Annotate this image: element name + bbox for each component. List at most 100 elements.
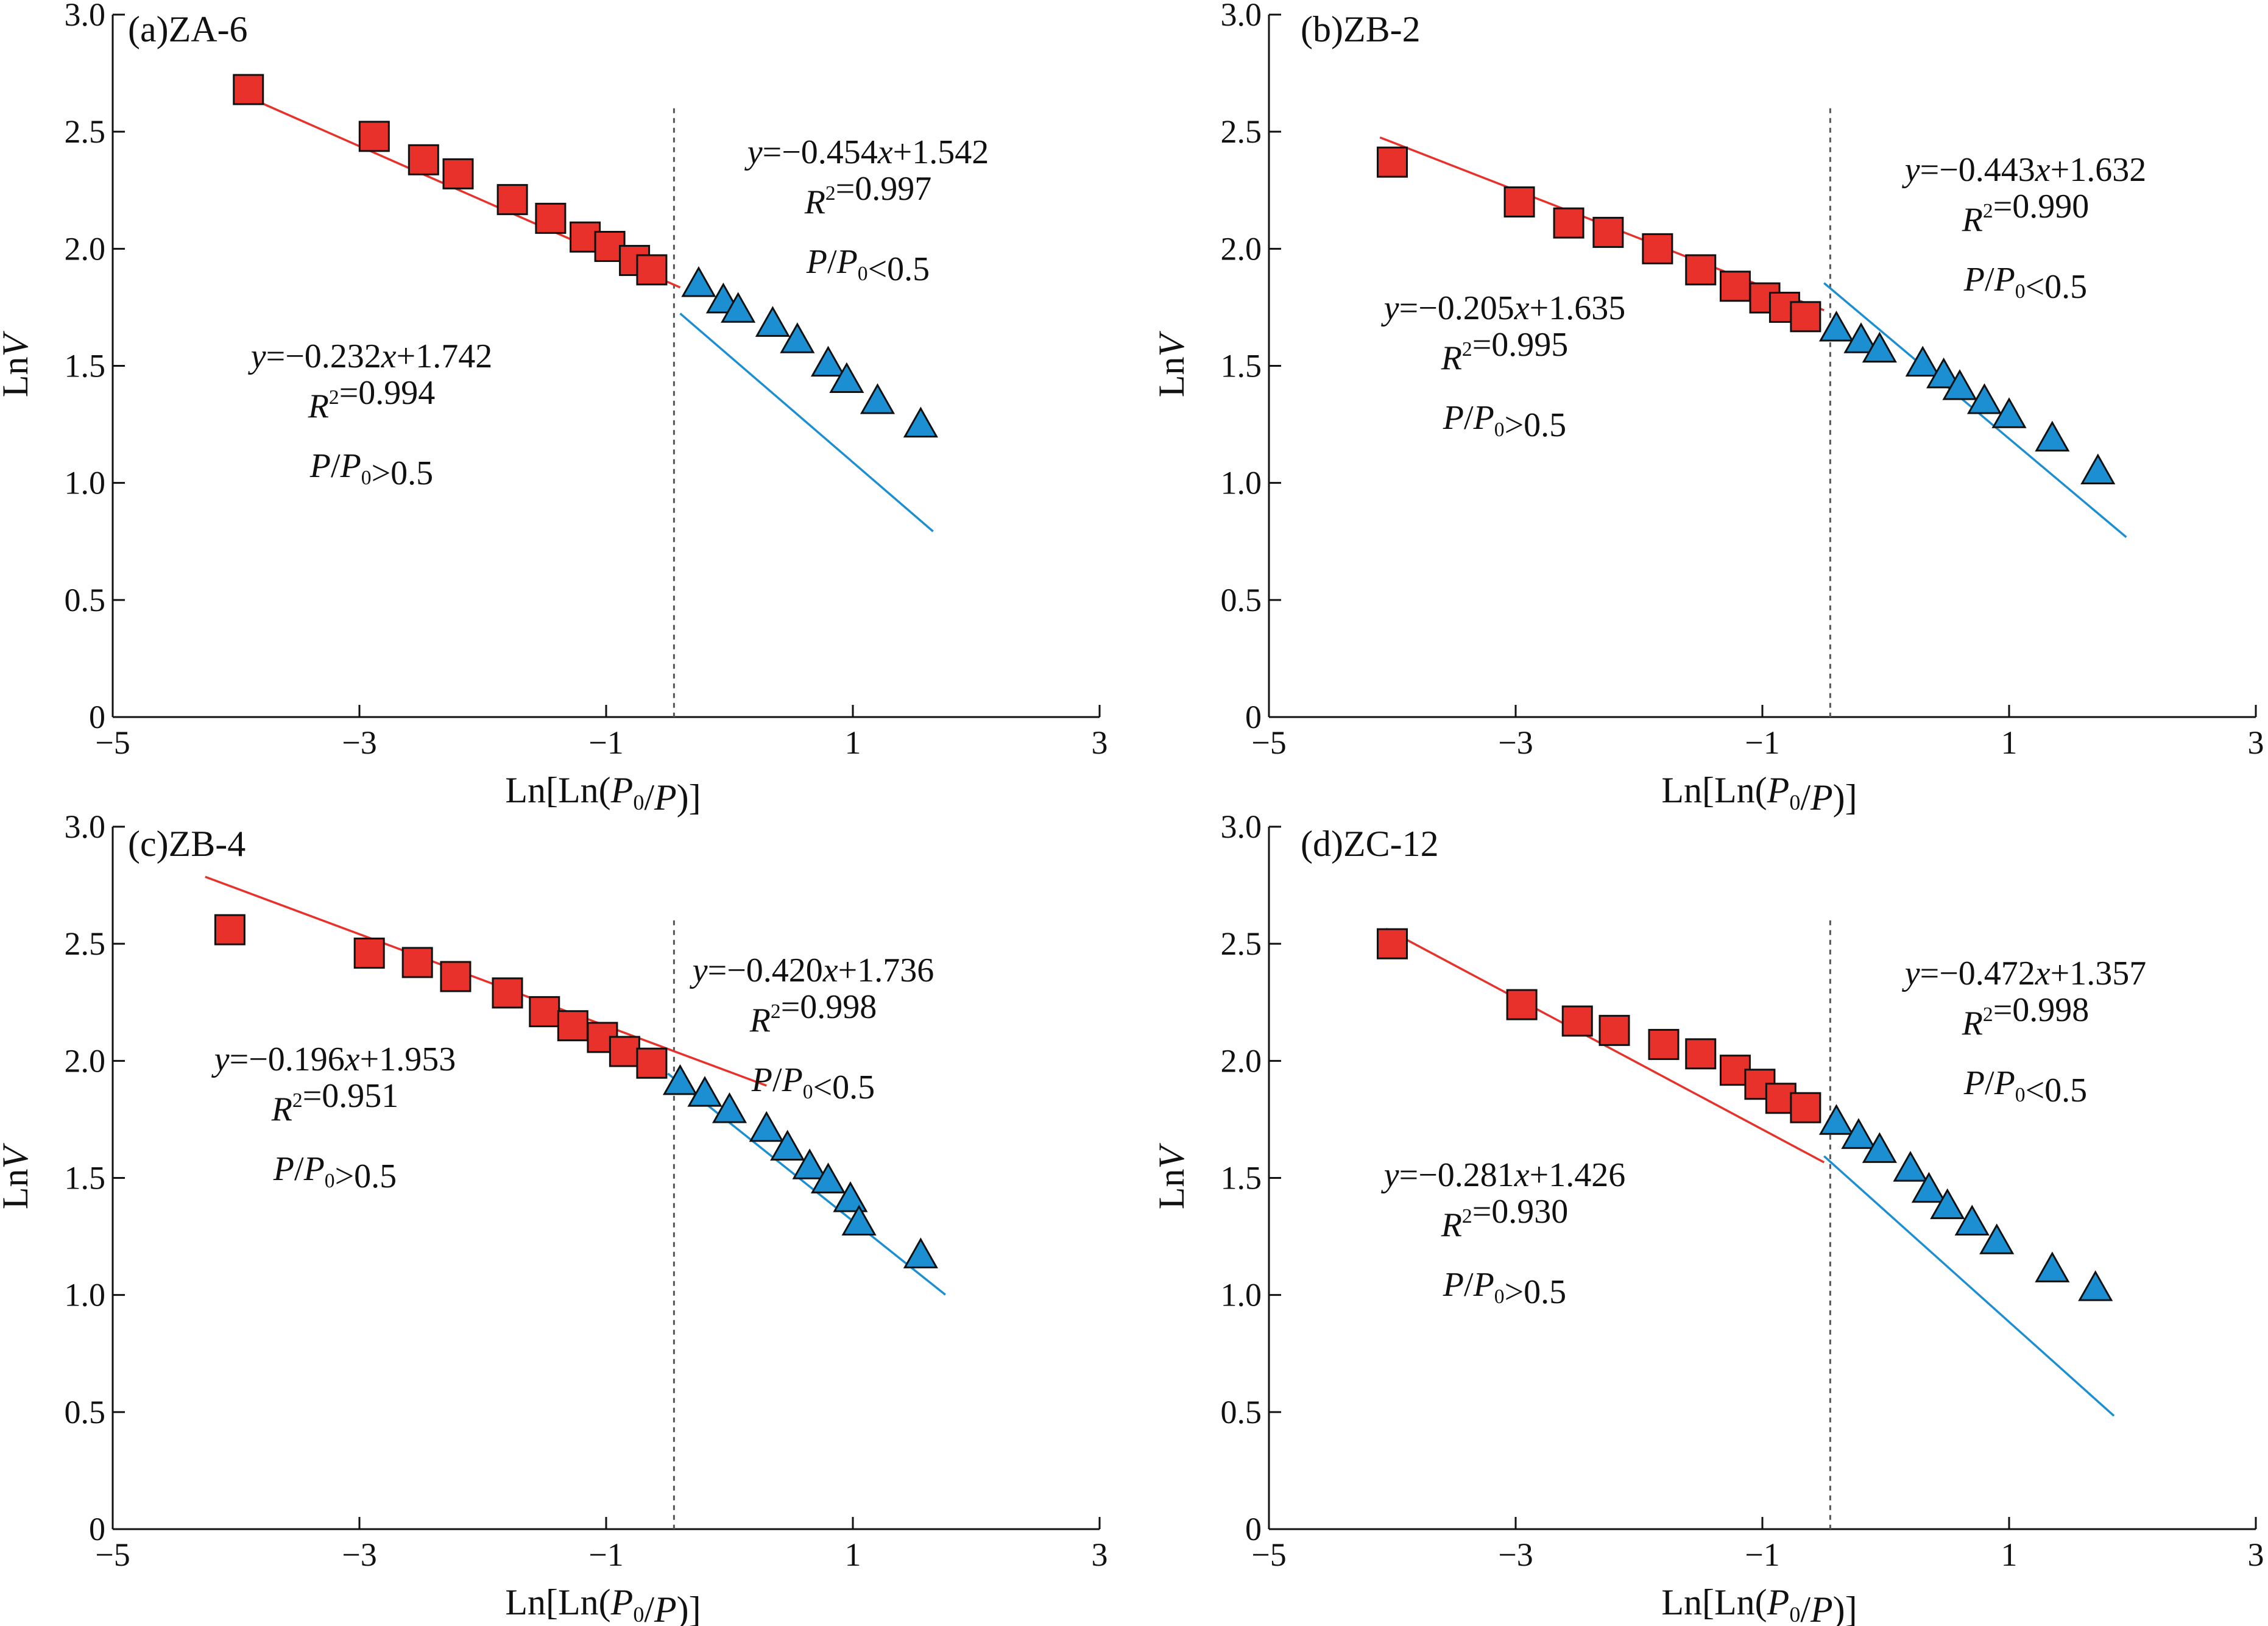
triangle-point — [2035, 420, 2070, 452]
y-tick-label: 2.5 — [1221, 925, 1262, 962]
triangle-point — [829, 362, 864, 394]
triangle-point — [2078, 1270, 2113, 1301]
y-tick-label: 3.0 — [65, 0, 106, 33]
red-fit-condition: P/P0>0.5 — [273, 1150, 397, 1195]
triangle-point — [721, 292, 756, 323]
triangle-point — [2035, 1251, 2070, 1282]
chart-panel-1: −5 −3 −1 1 3 0 0.5 1.0 1.5 2.0 2.5 3.0 Ln[Ln(P0/P)] L… — [1151, 0, 2264, 818]
blue-fit-equation: y=−0.443x+1.632 — [1902, 151, 2146, 189]
square-point — [1719, 270, 1751, 302]
red-fit-condition: P/P0>0.5 — [1443, 399, 1566, 444]
x-axis-title: Ln[Ln(P0/P)] — [1661, 1582, 1857, 1626]
y-axis-title: LnV — [0, 1143, 35, 1210]
square-point — [1648, 1028, 1680, 1060]
red-fit-r2: R2=0.930 — [1441, 1193, 1569, 1244]
square-point — [1642, 233, 1673, 264]
triangle-point — [1862, 1132, 1897, 1163]
y-tick-label: 1.0 — [65, 465, 106, 501]
chart-panel-3: −5 −3 −1 1 3 0 0.5 1.0 1.5 2.0 2.5 3.0 Ln[Ln(P0/P)] L… — [1151, 808, 2264, 1626]
square-point — [401, 947, 433, 978]
panel-label: (d)ZC-12 — [1301, 824, 1439, 864]
y-tick-label: 2.0 — [1221, 230, 1262, 267]
x-tick-label: 1 — [2001, 724, 2018, 761]
x-tick-label: −5 — [1251, 724, 1286, 761]
y-tick-label: 1.0 — [1221, 465, 1262, 501]
y-tick-label: 0.5 — [65, 1394, 106, 1430]
square-point — [1506, 989, 1538, 1020]
x-tick-label: −5 — [95, 724, 130, 761]
x-axis-title: Ln[Ln(P0/P)] — [505, 1582, 701, 1626]
red-fit-equation: y=−0.196x+1.953 — [211, 1041, 456, 1078]
blue-fit-condition: P/P0<0.5 — [806, 243, 930, 288]
triangle-point — [780, 322, 815, 353]
y-tick-label: 0 — [89, 699, 105, 735]
fit-line-blue — [667, 1072, 946, 1296]
blue-fit-condition: P/P0<0.5 — [1963, 261, 2087, 306]
y-tick-label: 0 — [1245, 1511, 1262, 1547]
triangle-point — [1954, 1204, 1990, 1236]
x-tick-label: 3 — [1092, 1536, 1108, 1573]
blue-fit-condition: P/P0<0.5 — [751, 1061, 875, 1106]
triangle-point — [810, 345, 846, 377]
y-tick-label: 2.0 — [1221, 1042, 1262, 1079]
x-tick-label: −3 — [1498, 1536, 1533, 1573]
x-tick-label: −3 — [342, 1536, 376, 1573]
square-point — [1599, 1014, 1630, 1046]
y-tick-label: 0.5 — [1221, 582, 1262, 618]
x-tick-label: −1 — [588, 724, 623, 761]
triangle-point — [1991, 397, 2027, 428]
triangle-point — [1818, 310, 1854, 342]
square-point — [496, 184, 528, 216]
square-point — [233, 74, 264, 105]
red-fit-equation: y=−0.205x+1.635 — [1381, 289, 1625, 327]
triangle-point — [687, 1076, 722, 1107]
y-axis-title: LnV — [0, 331, 35, 398]
y-axis-title: LnV — [1151, 331, 1192, 398]
chart-panel-2: −5 −3 −1 1 3 0 0.5 1.0 1.5 2.0 2.5 3.0 Ln[Ln(P0/P)] L… — [0, 808, 1108, 1626]
y-tick-label: 3.0 — [1221, 0, 1262, 33]
triangle-point — [1818, 1104, 1854, 1135]
y-tick-label: 1.5 — [1221, 1160, 1262, 1197]
square-point — [1790, 1092, 1821, 1123]
blue-fit-r2: R2=0.997 — [804, 170, 932, 221]
red-fit-condition: P/P0>0.5 — [309, 447, 433, 492]
x-tick-label: 1 — [2001, 1536, 2018, 1573]
triangle-point — [681, 266, 716, 297]
red-fit-r2: R2=0.951 — [271, 1077, 399, 1128]
y-tick-label: 0 — [89, 1511, 105, 1547]
y-tick-label: 1.5 — [65, 1160, 106, 1197]
triangle-point — [1930, 1188, 1965, 1220]
square-point — [557, 1010, 588, 1042]
square-point — [535, 202, 567, 234]
square-point — [440, 961, 472, 992]
red-fit-r2: R2=0.994 — [308, 374, 436, 425]
red-fit-r2: R2=0.995 — [1441, 326, 1569, 377]
y-tick-label: 0.5 — [1221, 1394, 1262, 1430]
triangle-point — [1905, 345, 1940, 377]
y-tick-label: 3.0 — [65, 808, 106, 845]
triangle-point — [712, 1092, 747, 1123]
triangle-point — [903, 406, 938, 438]
square-point — [1790, 301, 1821, 333]
square-point — [529, 996, 560, 1028]
square-point — [408, 144, 439, 175]
square-point — [636, 254, 668, 286]
x-tick-label: 3 — [2248, 1536, 2264, 1573]
triangle-point — [903, 1237, 938, 1268]
y-tick-label: 2.0 — [65, 1042, 106, 1079]
blue-fit-equation: y=−0.420x+1.736 — [690, 952, 934, 989]
triangle-point — [810, 1162, 846, 1193]
fit-line-blue — [1823, 1155, 2115, 1417]
x-axis-title: Ln[Ln(P0/P)] — [1661, 770, 1857, 818]
x-tick-label: 1 — [845, 724, 861, 761]
y-tick-label: 1.5 — [65, 348, 106, 384]
x-tick-label: −1 — [1745, 724, 1779, 761]
y-tick-label: 2.0 — [65, 230, 106, 267]
square-point — [636, 1047, 668, 1079]
triangle-point — [662, 1064, 698, 1095]
x-tick-label: −3 — [342, 724, 376, 761]
triangle-point — [833, 1181, 868, 1212]
triangle-point — [792, 1148, 827, 1179]
y-tick-label: 1.5 — [1221, 348, 1262, 384]
triangle-point — [749, 1111, 784, 1142]
